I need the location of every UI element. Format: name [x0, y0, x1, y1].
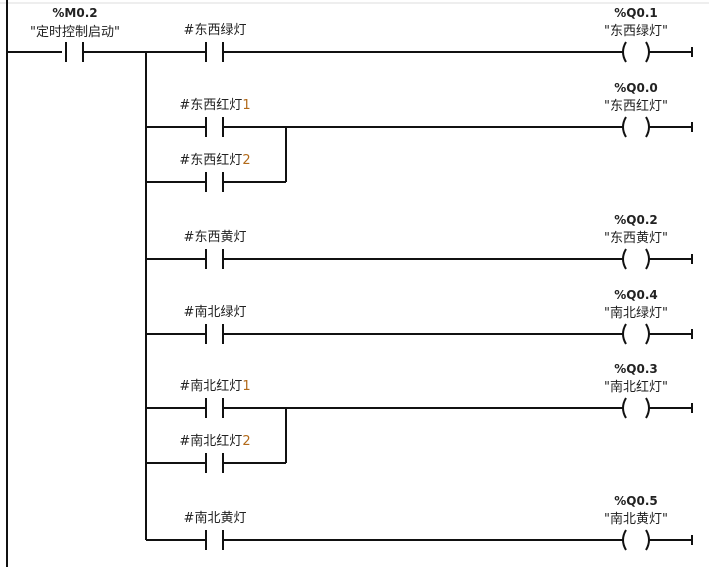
contact-label: #东西黄灯 [184, 230, 247, 245]
contact-suffix: 1 [242, 379, 250, 394]
coil-left-arc [622, 41, 627, 63]
contact-name: #南北黄灯 [184, 510, 247, 526]
contact-label: #南北红灯2 [179, 433, 250, 449]
contact-3-1[interactable] [205, 249, 224, 269]
coil-address: %Q0.5 [614, 494, 657, 508]
contact-2-2[interactable] [205, 172, 224, 192]
contact-name: #南北红灯 [179, 378, 242, 394]
contact-suffix: 2 [242, 153, 250, 168]
contact-5-1[interactable] [205, 398, 224, 418]
contact-6-1[interactable] [205, 530, 224, 550]
contact-label: #东西红灯1 [179, 97, 250, 113]
contact-name: #南北绿灯 [184, 304, 247, 320]
contact-5-2[interactable] [205, 453, 224, 473]
coil-name: "南北红灯" [604, 379, 668, 395]
contact-name: #东西红灯 [179, 152, 242, 168]
coil-left-arc [622, 529, 627, 551]
contact-name: #东西绿灯 [184, 23, 247, 38]
contact-name: #东西红灯 [179, 97, 242, 113]
contact-label: #南北黄灯 [184, 510, 247, 526]
contact-M0.2[interactable] [65, 42, 84, 62]
contact-name: #东西黄灯 [184, 230, 247, 245]
coil-address: %Q0.2 [614, 213, 657, 227]
contact-label: #南北红灯1 [179, 378, 250, 394]
coil-name: "东西红灯" [604, 98, 668, 114]
coil-left-arc [622, 116, 627, 138]
contact-suffix: 1 [242, 98, 250, 113]
coil-name: "南北黄灯" [604, 511, 668, 527]
contact-label: #南北绿灯 [184, 304, 247, 320]
contact-4-1[interactable] [205, 324, 224, 344]
main-contact-address: %M0.2 [52, 6, 97, 20]
contact-name: #南北红灯 [179, 433, 242, 449]
coil-address: %Q0.0 [614, 81, 657, 95]
coil-address: %Q0.3 [614, 362, 657, 376]
coil-name: "南北绿灯" [604, 305, 668, 321]
contact-suffix: 2 [242, 434, 250, 449]
contact-1-1[interactable] [205, 42, 224, 62]
coil-address: %Q0.4 [614, 288, 657, 302]
coil-left-arc [622, 323, 627, 345]
coil-name: "东西绿灯" [604, 24, 668, 39]
coil-address: %Q0.1 [614, 6, 657, 20]
coil-left-arc [622, 397, 627, 419]
contact-label: #东西绿灯 [184, 23, 247, 38]
coil-left-arc [622, 248, 627, 270]
main-contact-name: "定时控制启动" [30, 25, 120, 40]
coil-name: "东西黄灯" [604, 231, 668, 246]
contact-2-1[interactable] [205, 117, 224, 137]
contact-label: #东西红灯2 [179, 152, 250, 168]
